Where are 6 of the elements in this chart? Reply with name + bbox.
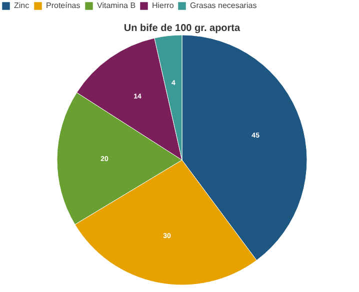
legend-label: Zinc bbox=[14, 1, 30, 10]
text: Un bife de 100 gr. aporta bbox=[124, 23, 241, 34]
legend-label: Proteínas bbox=[46, 1, 80, 10]
legend-label: Vitamina B bbox=[97, 1, 136, 10]
legend-label: Hierro bbox=[152, 1, 174, 10]
legend-label: Grasas necesarias bbox=[190, 1, 257, 10]
